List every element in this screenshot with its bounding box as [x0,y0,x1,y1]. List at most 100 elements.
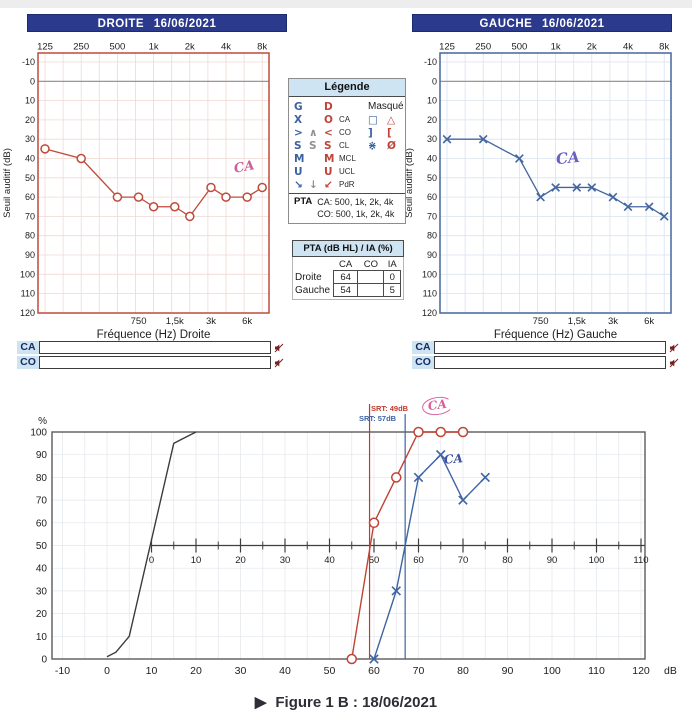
legend-symbol-gauche: X [294,113,303,126]
data-point [346,653,357,665]
pta-col-header: CO [363,258,378,270]
pta-table-title: PTA (dB HL) / IA (%) [292,240,404,257]
svg-text:110: 110 [21,289,35,299]
svg-text:500: 500 [511,43,527,53]
pta-value-cell: 64 [332,270,359,284]
svg-text:20: 20 [190,665,202,677]
svg-text:1k: 1k [149,43,159,53]
svg-text:0: 0 [30,76,35,86]
svg-text:30: 30 [235,665,247,677]
legend-row-label: CA [339,115,351,124]
data-point [148,202,159,212]
svg-text:3k: 3k [608,316,618,327]
svg-text:40: 40 [427,154,437,164]
svg-text:70: 70 [427,211,437,221]
legend-symbol-gauche: > [294,126,303,139]
svg-text:40: 40 [25,154,35,164]
svg-text:30: 30 [280,555,291,566]
audiogram-axis-labels: 125 250 500 1k 2k 4k 8k 750 1,5k 3k 6k -10 0 10 20 30 40… [404,43,669,341]
svg-text:SRT: 57dB: SRT: 57dB [359,414,397,423]
svg-text:10: 10 [191,555,202,566]
svg-text:125: 125 [37,43,53,53]
svg-text:20: 20 [25,115,35,125]
legend-symbol-gauche: U [294,165,303,178]
data-point [206,182,216,193]
muted-speaker-icon [669,358,679,367]
svg-text:SRT: 49dB: SRT: 49dB [371,404,409,413]
data-point [257,182,267,193]
svg-text:10: 10 [427,96,437,106]
pta-values-table: CA CO IA Droite 64 0 Gauche 54 5 [295,258,401,297]
legend-masked-gauche: ⋇ [368,139,377,152]
data-point [221,192,231,202]
svg-text:50: 50 [427,173,437,183]
svg-text:60: 60 [25,192,35,202]
legend-masked-gauche: □ [368,113,378,126]
svg-text:100: 100 [543,665,561,677]
data-point [413,426,424,438]
legend-row-label: UCL [339,167,356,176]
svg-text:70: 70 [413,665,425,677]
pta-col-header: IA [387,258,397,270]
legend-symbol-droite: U [324,165,333,178]
answer-bar-ca: CA [17,341,285,354]
speech-series-CA Gauche [369,449,491,664]
svg-text:750: 750 [533,316,549,327]
gauche-header: GAUCHE 16/06/2021 [412,14,672,32]
pta-table: PTA (dB HL) / IA (%) CA CO IA Droite 64 0 Gauc… [292,240,404,300]
pta-value-cell [357,270,385,284]
svg-text:50: 50 [369,555,380,566]
svg-text:30: 30 [25,134,35,144]
muted-speaker-icon [274,343,284,352]
legend-row: X O CA □ △ [294,113,402,126]
plot-border [439,52,672,314]
pta-table-body: CA CO IA Droite 64 0 Gauche 54 5 [292,257,404,300]
bar-label: CO [17,356,39,369]
speech-series-courbe de référence [106,431,197,658]
legend-row: S S S CL ⋇ Ø [294,139,402,152]
audiogram-droite: 125 250 500 1k 2k 4k 8k 750 1,5k 3k 6k -10 0 10 20 30 40… [2,43,270,341]
svg-text:80: 80 [502,555,513,566]
legend-row: G D Masqué [294,100,404,113]
audiogram-series-CA Droite [40,144,267,222]
page-top-strip [0,0,692,8]
svg-text:20: 20 [427,115,437,125]
svg-text:40: 40 [279,665,291,677]
data-point [76,153,86,164]
data-point [242,192,252,202]
pta-value-cell [357,283,385,297]
svg-text:120: 120 [20,308,35,318]
svg-text:250: 250 [475,43,491,53]
svg-text:2k: 2k [587,43,597,53]
legend-pta-note: PTA CA: 500, 1k, 2k, 4k CO: 500, 1k, 2k,… [289,193,405,223]
legend-pta-lines: CA: 500, 1k, 2k, 4k CO: 500, 1k, 2k, 4k [317,196,394,220]
svg-text:1,5k: 1,5k [568,316,586,327]
legend-symbol-droite: O [324,113,333,126]
speech-series-CA Droite [346,426,469,665]
audiogram-axis-labels: 125 250 500 1k 2k 4k 8k 750 1,5k 3k 6k -10 0 10 20 30 40… [2,43,267,341]
audiogram-gauche: 125 250 500 1k 2k 4k 8k 750 1,5k 3k 6k -10 0 10 20 30 40… [404,43,672,341]
legend-symbol-droite: M [324,152,335,165]
gauche-ca-co-bars: CA CO [412,341,680,371]
svg-text:10: 10 [146,665,158,677]
svg-text:0: 0 [104,665,110,677]
svg-text:20: 20 [36,609,48,620]
legend-pta-co-line: CO: 500, 1k, 2k, 4k [317,209,395,219]
srt-line-gauche: SRT: 57dB [359,414,406,659]
svg-text:Seuil auditif (dB): Seuil auditif (dB) [404,148,415,218]
bar-empty-box [39,356,271,369]
svg-text:10: 10 [25,96,35,106]
svg-text:Fréquence (Hz) Gauche: Fréquence (Hz) Gauche [494,329,617,341]
handwritten-ca-speech-left: CA [443,451,464,467]
data-point [40,144,50,154]
svg-text:50: 50 [324,665,336,677]
muted-speaker-icon [274,358,284,367]
svg-text:80: 80 [36,473,48,484]
pta-value-cell: 5 [383,283,401,297]
pta-value-cell: 0 [383,270,401,284]
svg-text:60: 60 [36,518,48,529]
legend-symbol-center: ∧ [309,126,318,139]
legend-row-label: PdR [339,180,355,189]
